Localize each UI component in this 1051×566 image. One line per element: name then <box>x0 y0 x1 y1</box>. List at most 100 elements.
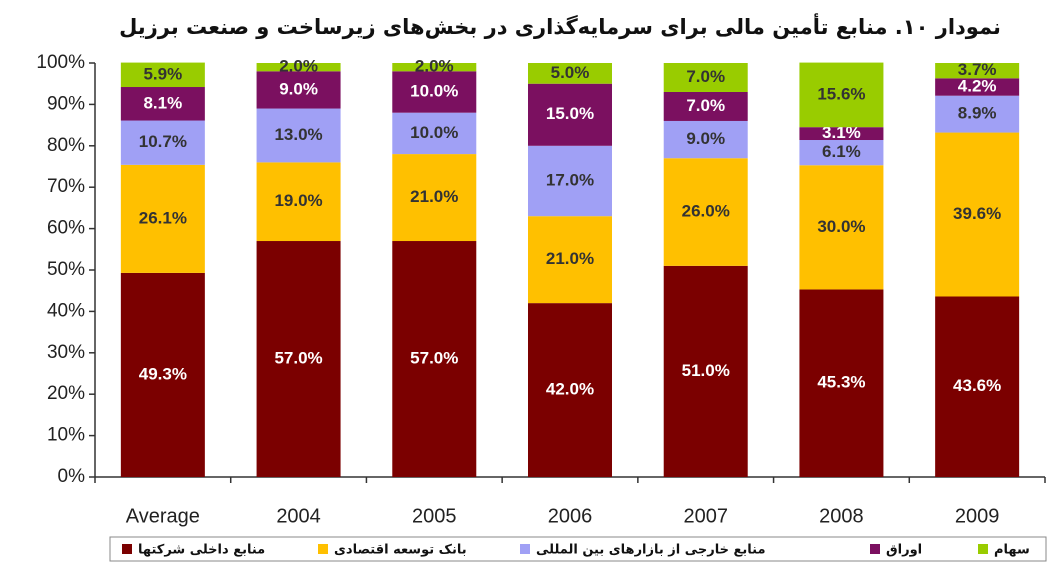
bar-segment <box>120 62 205 88</box>
bar-segment <box>528 63 612 84</box>
data-label: 57.0% <box>410 348 458 367</box>
data-label: 21.0% <box>410 187 458 206</box>
data-label: 26.0% <box>682 202 730 221</box>
bar-segment <box>392 71 477 113</box>
x-tick-label: Average <box>126 505 200 527</box>
bar-segment <box>799 140 884 166</box>
bar-segment <box>528 145 612 217</box>
bar-segment <box>528 303 612 477</box>
data-label: 45.3% <box>817 373 865 392</box>
data-label: 2.0% <box>279 57 318 76</box>
bar-segment <box>799 62 884 128</box>
data-label: 10.7% <box>139 132 187 151</box>
x-tick-label: 2009 <box>955 505 1000 527</box>
data-label: 9.0% <box>279 79 318 98</box>
y-tick-label: 50% <box>47 259 85 280</box>
y-tick-label: 40% <box>47 300 85 321</box>
y-tick-label: 90% <box>47 93 85 114</box>
data-label: 15.6% <box>817 84 865 103</box>
data-label: 8.1% <box>143 93 182 112</box>
x-tick-label: 2006 <box>548 505 593 527</box>
bar-segment <box>256 108 341 163</box>
data-label: 5.9% <box>143 64 182 83</box>
bar-segment <box>392 63 477 72</box>
data-label: 10.0% <box>410 81 458 100</box>
bar-segment <box>392 112 477 155</box>
bar-segment <box>528 216 612 304</box>
data-label: 7.0% <box>686 67 725 86</box>
data-label: 42.0% <box>546 380 594 399</box>
data-label: 39.6% <box>953 204 1001 223</box>
y-tick-label: 30% <box>47 342 85 363</box>
data-label: 7.0% <box>686 96 725 115</box>
x-tick-label: 2008 <box>819 505 864 527</box>
legend-label: بانک توسعه اقتصادی <box>334 543 467 558</box>
bar-segment <box>799 289 884 477</box>
data-label: 3.7% <box>958 60 997 79</box>
legend-swatch <box>318 544 328 554</box>
x-tick-label: 2007 <box>683 505 728 527</box>
data-label: 4.2% <box>958 76 997 95</box>
legend-box <box>109 536 1047 562</box>
bar-segment <box>935 78 1020 96</box>
bar-segment <box>663 120 748 159</box>
bar-segment <box>256 241 341 477</box>
data-label: 2.0% <box>415 57 454 76</box>
bar-segment <box>663 158 748 266</box>
data-label: 26.1% <box>139 208 187 227</box>
y-tick-label: 60% <box>47 218 85 239</box>
data-label: 30.0% <box>817 217 865 236</box>
bar-segment <box>935 132 1020 297</box>
data-label: 49.3% <box>139 364 187 383</box>
y-tick-label: 80% <box>47 135 85 156</box>
bar-segment <box>935 63 1020 79</box>
y-tick-label: 10% <box>47 425 85 446</box>
data-label: 6.1% <box>822 142 861 161</box>
y-tick-label: 100% <box>36 52 85 73</box>
y-tick-label: 20% <box>47 383 85 404</box>
y-tick-label: 0% <box>58 466 86 487</box>
data-label: 13.0% <box>274 125 322 144</box>
x-tick-label: 2004 <box>276 505 321 527</box>
bar-segment <box>392 154 477 242</box>
data-label: 21.0% <box>546 249 594 268</box>
legend-swatch <box>520 544 530 554</box>
legend-swatch <box>122 544 132 554</box>
bar-segment <box>392 241 477 477</box>
data-label: 43.6% <box>953 376 1001 395</box>
bar-segment <box>663 91 748 121</box>
bar-segment <box>799 127 884 141</box>
data-label: 8.9% <box>958 104 997 123</box>
bar-segment <box>663 63 748 92</box>
bar-segment <box>120 164 205 273</box>
legend-label: منابع داخلی شرکتها <box>138 543 265 558</box>
legend-label: منابع خارجی از بازارهای بین المللی <box>536 543 766 558</box>
data-label: 5.0% <box>551 63 590 82</box>
legend-swatch <box>978 544 988 554</box>
chart-title: نمودار ۱۰. منابع تأمین مالی برای سرمایه‌… <box>119 12 1001 39</box>
legend-label: اوراق <box>886 543 922 558</box>
y-tick-label: 70% <box>47 176 85 197</box>
bar-segment <box>663 265 748 477</box>
data-label: 51.0% <box>682 361 730 380</box>
bar-segment <box>120 272 205 477</box>
data-label: 19.0% <box>274 191 322 210</box>
bar-segment <box>256 162 341 242</box>
bar-segment <box>935 296 1020 477</box>
data-label: 15.0% <box>546 104 594 123</box>
bar-segment <box>256 71 341 109</box>
bar-segment <box>256 63 341 72</box>
bar-segment <box>799 165 884 290</box>
data-label: 17.0% <box>546 170 594 189</box>
legend-swatch <box>870 544 880 554</box>
bar-segment <box>120 120 205 165</box>
data-label: 57.0% <box>274 348 322 367</box>
bar-segment <box>935 95 1020 133</box>
data-label: 9.0% <box>686 129 725 148</box>
legend-label: سهام <box>994 543 1030 558</box>
bar-segment <box>120 87 205 121</box>
data-label: 10.0% <box>410 123 458 142</box>
data-label: 3.1% <box>822 123 861 142</box>
x-tick-label: 2005 <box>412 505 457 527</box>
